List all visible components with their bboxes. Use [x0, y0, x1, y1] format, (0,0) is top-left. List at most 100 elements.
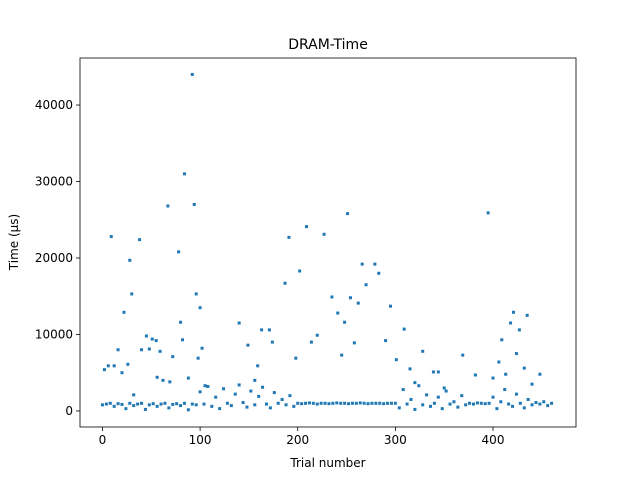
point — [364, 283, 368, 287]
point — [530, 403, 534, 407]
point — [499, 400, 503, 404]
point — [362, 401, 366, 405]
y-tick-label: 30000 — [35, 175, 73, 189]
point — [155, 375, 159, 379]
point — [374, 401, 378, 405]
point — [413, 407, 417, 411]
point — [350, 401, 354, 405]
point — [517, 328, 521, 332]
point — [109, 235, 113, 239]
point — [257, 394, 261, 398]
point — [511, 404, 515, 408]
x-tick-label: 200 — [286, 433, 309, 447]
point — [112, 404, 116, 408]
point — [120, 371, 124, 375]
point — [456, 405, 460, 409]
point — [352, 341, 356, 345]
point — [384, 339, 388, 343]
point — [483, 402, 487, 406]
point — [202, 402, 206, 406]
point — [382, 402, 386, 406]
point — [300, 402, 304, 406]
y-tick-label: 40000 — [35, 98, 73, 112]
point — [336, 311, 340, 315]
point — [309, 340, 313, 344]
point — [408, 367, 412, 371]
point — [245, 405, 249, 409]
point — [360, 262, 364, 266]
point — [171, 402, 175, 406]
point — [132, 393, 136, 397]
point — [487, 401, 491, 405]
point — [386, 401, 390, 405]
chart-title: DRAM-Time — [288, 37, 368, 53]
point — [354, 401, 358, 405]
point — [442, 386, 446, 390]
point — [507, 402, 511, 406]
point — [377, 271, 381, 275]
point — [315, 402, 319, 406]
point — [272, 391, 276, 395]
point — [296, 401, 300, 405]
point — [546, 404, 550, 408]
point — [147, 403, 151, 407]
point — [304, 401, 308, 405]
point — [389, 401, 393, 405]
point — [343, 401, 347, 405]
point — [237, 383, 241, 387]
point — [495, 407, 499, 411]
point — [292, 404, 296, 408]
point — [190, 402, 194, 406]
point — [425, 393, 429, 397]
point — [473, 373, 477, 377]
point — [218, 407, 222, 411]
point — [159, 402, 163, 406]
point — [319, 401, 323, 405]
point — [136, 402, 140, 406]
x-tick-label: 400 — [482, 433, 505, 447]
point — [192, 202, 196, 206]
point — [210, 404, 214, 408]
point — [225, 401, 229, 405]
x-tick-label: 100 — [189, 433, 212, 447]
point — [298, 269, 302, 273]
point — [538, 402, 542, 406]
point — [394, 358, 398, 362]
point — [444, 389, 448, 393]
point — [253, 403, 257, 407]
point — [147, 347, 151, 351]
point — [175, 402, 179, 406]
point — [348, 296, 352, 300]
point — [534, 401, 538, 405]
point — [179, 320, 183, 324]
point — [264, 402, 268, 406]
point — [464, 403, 468, 407]
point — [128, 401, 132, 405]
point — [268, 406, 272, 410]
point — [346, 212, 350, 216]
point — [237, 321, 241, 325]
point — [542, 400, 546, 404]
point — [452, 400, 456, 404]
point — [124, 407, 128, 411]
point — [194, 403, 198, 407]
x-tick-label: 300 — [384, 433, 407, 447]
point — [509, 321, 513, 325]
point — [307, 401, 311, 405]
x-tick-label: 0 — [99, 433, 107, 447]
point — [413, 381, 417, 385]
point — [138, 238, 142, 242]
point — [233, 392, 237, 396]
point — [378, 401, 382, 405]
point — [161, 378, 165, 382]
point — [522, 406, 526, 410]
point — [514, 352, 518, 356]
point — [388, 304, 392, 308]
point — [503, 388, 507, 392]
point — [140, 348, 144, 352]
point — [358, 401, 362, 405]
point — [311, 401, 315, 405]
point — [190, 72, 194, 76]
point — [206, 384, 210, 388]
